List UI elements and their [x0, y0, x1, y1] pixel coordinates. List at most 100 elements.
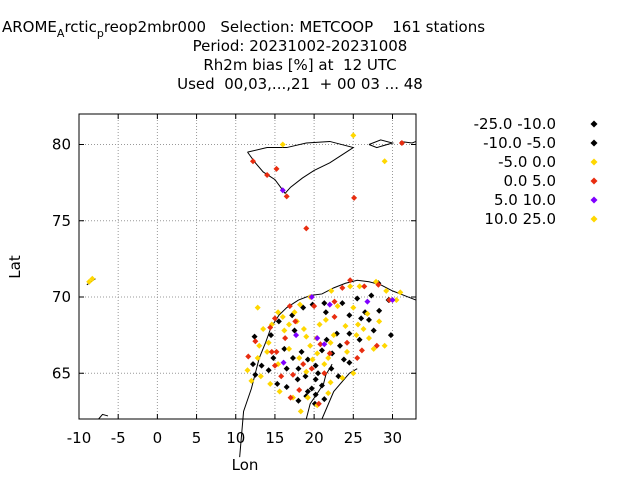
data-point — [275, 318, 282, 325]
data-point — [254, 304, 261, 311]
y-tick-label: 75 — [52, 212, 71, 230]
data-point — [342, 322, 349, 329]
data-point — [295, 365, 302, 372]
data-point — [303, 333, 310, 340]
data-point — [361, 283, 368, 290]
data-point — [264, 348, 271, 355]
legend-label: -5.0 0.0 — [498, 153, 556, 171]
data-point — [256, 342, 263, 349]
legend-marker — [590, 177, 598, 185]
data-point — [280, 359, 287, 366]
data-point — [355, 321, 362, 328]
data-point — [308, 294, 315, 300]
data-point — [304, 394, 311, 401]
data-point — [265, 339, 272, 346]
data-point — [387, 332, 394, 339]
x-axis-label: Lon — [232, 456, 259, 474]
data-point — [293, 332, 300, 339]
data-point — [312, 362, 319, 369]
data-point — [344, 348, 351, 355]
data-point — [325, 355, 332, 361]
y-tick-label: 80 — [52, 136, 71, 154]
data-point — [268, 332, 275, 339]
data-point — [308, 385, 315, 392]
data-point — [273, 348, 280, 355]
data-point — [291, 327, 298, 334]
data-point — [389, 297, 396, 304]
data-point — [271, 315, 278, 322]
data-point — [245, 353, 252, 360]
data-point — [273, 165, 280, 172]
data-point — [375, 281, 382, 288]
legend-marker — [590, 215, 598, 223]
data-point — [351, 194, 358, 201]
data-point — [334, 303, 341, 310]
data-point — [353, 332, 360, 339]
data-point — [358, 347, 365, 354]
data-point — [244, 367, 251, 374]
data-point — [282, 335, 289, 342]
data-point — [346, 330, 353, 337]
data-point — [304, 388, 311, 395]
data-point — [264, 172, 271, 178]
data-point — [267, 380, 274, 387]
data-point — [321, 370, 328, 377]
data-point — [376, 307, 383, 314]
x-tick-label: 20 — [305, 429, 324, 447]
data-point — [318, 347, 325, 354]
data-point — [278, 373, 285, 380]
data-point — [311, 303, 318, 310]
grid-lines — [79, 114, 416, 419]
data-point — [347, 277, 354, 284]
data-point — [331, 313, 338, 320]
legend-label: 0.0 5.0 — [504, 172, 556, 190]
y-tick-label: 65 — [52, 364, 71, 382]
x-tick-label: -5 — [111, 429, 126, 447]
data-point — [316, 321, 323, 328]
y-tick-label: 70 — [52, 288, 71, 306]
data-point — [318, 382, 325, 389]
data-point — [368, 292, 375, 299]
x-tick-label: 0 — [153, 429, 163, 447]
data-point — [365, 316, 372, 323]
data-point — [248, 377, 255, 384]
legend-label: -25.0 -10.0 — [474, 115, 556, 133]
legend: -25.0 -10.0-10.0 -5.0-5.0 0.00.0 5.05.0 … — [474, 115, 598, 228]
data-point — [393, 297, 400, 304]
data-point — [307, 342, 314, 349]
data-point — [271, 362, 278, 369]
data-point — [303, 368, 310, 375]
data-point — [346, 359, 353, 366]
data-point — [302, 373, 309, 380]
data-point — [267, 324, 274, 331]
data-point — [286, 321, 293, 328]
data-point — [254, 355, 261, 361]
data-point — [328, 365, 335, 372]
data-point — [281, 345, 288, 352]
data-point — [350, 132, 357, 139]
data-point — [258, 362, 265, 369]
data-point — [303, 225, 310, 232]
data-point — [339, 284, 346, 291]
legend-label: 5.0 10.0 — [494, 191, 556, 209]
data-point — [376, 318, 383, 325]
data-point — [327, 379, 334, 386]
data-point — [304, 356, 311, 363]
data-point — [286, 345, 293, 352]
data-point — [294, 376, 301, 383]
data-point — [383, 287, 390, 294]
coastline-segment — [368, 139, 395, 149]
data-point — [364, 310, 371, 317]
data-point — [249, 158, 256, 165]
coastline-segment — [400, 140, 417, 144]
data-point — [283, 365, 290, 372]
data-point — [300, 304, 307, 311]
data-point — [279, 141, 286, 148]
data-point — [386, 297, 393, 304]
x-tick-label: 10 — [226, 429, 245, 447]
data-point — [300, 361, 307, 368]
data-point — [86, 278, 93, 285]
data-point — [354, 295, 361, 302]
data-point — [275, 309, 282, 316]
x-tick-label: -10 — [67, 429, 92, 447]
